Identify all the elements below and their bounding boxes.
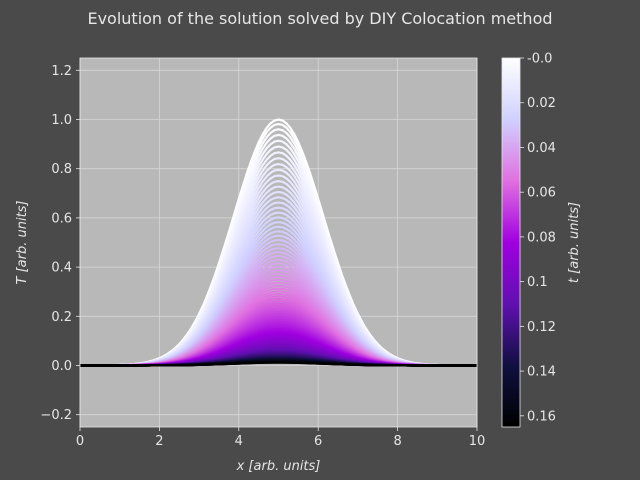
chart-title: Evolution of the solution solved by DIY … — [87, 9, 552, 28]
x-tick-label: 4 — [235, 434, 243, 449]
x-tick-label: 6 — [314, 434, 322, 449]
y-tick-label: 1.2 — [51, 64, 72, 79]
y-tick-label: 0.6 — [51, 211, 72, 226]
colorbar-tick-label: 0.08 — [527, 230, 556, 245]
colorbar: -0.0 0.02 0.04 0.06 0.08 0.1 0.12 0.14 0.16 t [a… — [501, 52, 582, 428]
colorbar-tick-label: 0.12 — [527, 320, 556, 335]
y-tick-label: 0.0 — [51, 359, 72, 374]
x-tick-label: 8 — [393, 434, 401, 449]
colorbar-tick-label: 0.1 — [527, 275, 548, 290]
y-axis-label: T [arb. units] — [15, 200, 30, 284]
colorbar-tick-label: 0.14 — [527, 365, 556, 380]
solution-curves — [80, 118, 477, 367]
x-axis: 0 2 4 6 8 10 — [76, 427, 485, 449]
y-tick-label: 0.2 — [51, 310, 72, 325]
colorbar-tick-label: 0.02 — [527, 96, 556, 111]
colorbar-gradient — [501, 57, 521, 428]
y-tick-label: 0.8 — [51, 162, 72, 177]
colorbar-tick-label: 0.16 — [527, 409, 556, 424]
colorbar-tick-label: 0.06 — [527, 186, 556, 201]
y-tick-label: 1.0 — [51, 113, 72, 128]
colorbar-ticks: -0.0 0.02 0.04 0.06 0.08 0.1 0.12 0.14 0.16 — [520, 52, 556, 424]
x-tick-label: 0 — [76, 434, 84, 449]
y-tick-label: 0.4 — [51, 261, 72, 276]
colorbar-tick-label: -0.0 — [527, 52, 552, 67]
colorbar-tick-label: 0.04 — [527, 141, 556, 156]
y-tick-label: −0.2 — [40, 408, 72, 423]
x-axis-label: x [arb. units] — [236, 459, 321, 474]
x-tick-label: 2 — [155, 434, 163, 449]
x-tick-label: 10 — [469, 434, 486, 449]
solution-curve — [80, 361, 477, 367]
plot-area: 0 2 4 6 8 10 −0.2 0.0 0.2 0.4 0.6 0.8 1.0 1.2 — [40, 57, 485, 449]
colorbar-label: t [arb. units] — [567, 202, 582, 283]
plot-background — [80, 58, 477, 427]
plot-frame — [79, 57, 478, 428]
y-axis: −0.2 0.0 0.2 0.4 0.6 0.8 1.0 1.2 — [40, 64, 80, 423]
